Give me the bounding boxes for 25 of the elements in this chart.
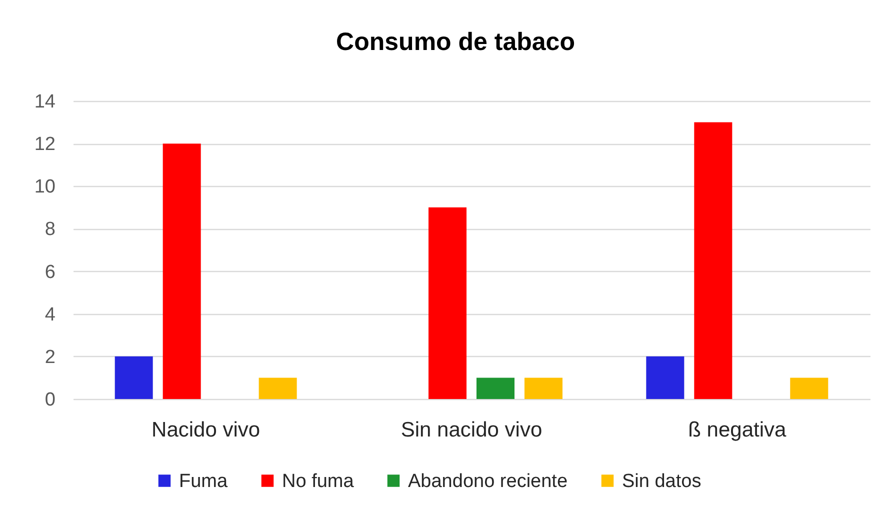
bar <box>694 122 732 399</box>
bar <box>428 207 467 399</box>
y-tick-label: 14 <box>34 92 56 112</box>
bar <box>114 356 153 399</box>
x-tick-label: Sin nacido vivo <box>400 418 542 442</box>
y-tick-label: 4 <box>44 304 56 326</box>
bar <box>476 378 514 399</box>
y-tick-label: 0 <box>44 390 56 410</box>
legend-label: No fuma <box>282 470 354 492</box>
x-tick-label: Nacido vivo <box>152 418 260 442</box>
y-tick-label: 10 <box>34 176 56 198</box>
legend-label: Abandono reciente <box>408 470 568 492</box>
legend-label: Sin datos <box>622 470 702 492</box>
bar <box>258 378 297 399</box>
x-tick-label: ß negativa <box>688 418 787 442</box>
bar <box>790 378 828 399</box>
y-tick-label: 12 <box>34 134 56 156</box>
chart-title: Consumo de tabaco <box>336 28 575 56</box>
bar <box>524 378 562 399</box>
bar <box>646 356 684 399</box>
y-tick-label: 2 <box>44 346 56 368</box>
legend-label: Fuma <box>179 470 228 492</box>
y-tick-label: 8 <box>44 219 56 240</box>
bar <box>162 144 201 399</box>
y-tick-label: 6 <box>44 262 56 283</box>
